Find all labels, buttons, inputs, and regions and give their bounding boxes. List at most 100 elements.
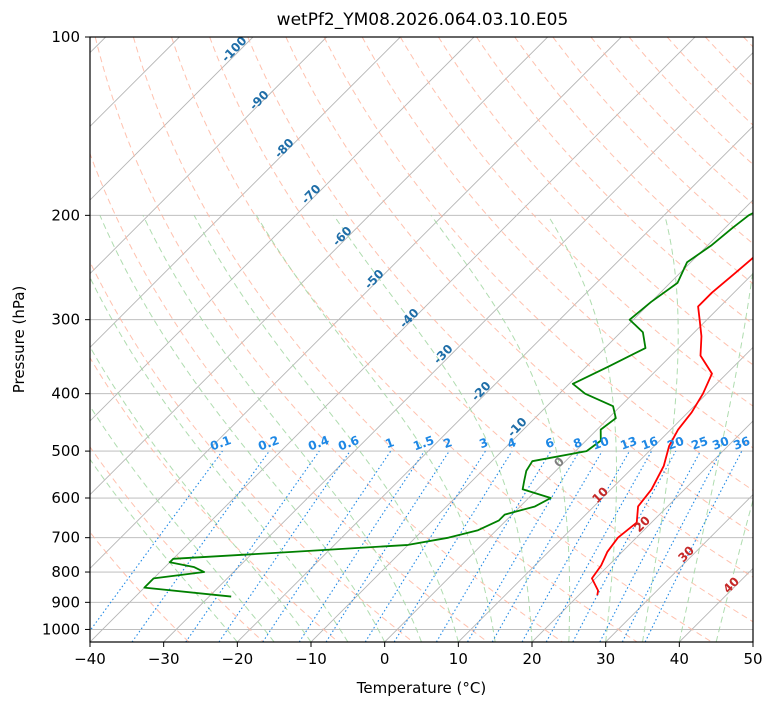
dry-adiabat-line: [132, 37, 638, 642]
isotherm-line: [90, 37, 254, 201]
dry-adiabat-line: [743, 37, 753, 48]
x-axis-label: Temperature (°C): [356, 679, 486, 697]
mixing-ratio-line: [298, 450, 425, 642]
dry-adiabat-line: [399, 37, 753, 407]
mixing-ratio-label: 16: [639, 434, 659, 453]
dry-adiabat-line: [90, 446, 264, 642]
x-tick-label: −30: [148, 650, 180, 668]
y-axis-label: Pressure (hPa): [10, 286, 28, 394]
dry-adiabat-label: -30: [431, 342, 456, 367]
mixing-ratio-line: [572, 450, 677, 642]
dry-adiabat-line: [552, 37, 753, 245]
moist-adiabat-line: [430, 215, 571, 642]
mixing-ratio-label: 0.1: [208, 433, 233, 453]
moist-adiabat-line: [193, 215, 459, 642]
moist-adiabat-line: [547, 215, 618, 642]
mixing-ratio-line: [131, 450, 270, 642]
mixing-ratio-line: [393, 450, 513, 642]
y-tick-label: 300: [51, 311, 80, 329]
dry-adiabat-line: [90, 260, 414, 642]
isotherm-line: [384, 273, 753, 642]
y-tick-label: 200: [51, 206, 80, 224]
dry-adiabat-label: -90: [247, 88, 272, 113]
chart-title: wetPf2_YM08.2026.064.03.10.E05: [276, 10, 569, 30]
temperature-profile-line: [591, 256, 753, 596]
isotherm-line: [90, 37, 327, 275]
dry-adiabat-line: [209, 37, 753, 623]
x-tick-label: −20: [222, 650, 254, 668]
dewpoint-profile-line: [143, 212, 753, 598]
dry-adiabat-line: [171, 37, 713, 642]
moist-adiabat-line: [90, 405, 275, 642]
isotherm-line: [90, 37, 548, 496]
dry-adiabat-line: [285, 37, 753, 535]
y-tick-label: 900: [51, 593, 80, 611]
isotherm-line: [237, 125, 753, 642]
mixing-ratio-label: 36: [731, 434, 751, 453]
mixing-ratio-line: [218, 450, 351, 642]
x-tick-label: 10: [449, 650, 468, 668]
isotherm-line: [90, 37, 401, 348]
y-tick-label: 600: [51, 489, 80, 507]
y-tick-label: 400: [51, 385, 80, 403]
dry-adiabat-line: [704, 37, 753, 87]
moist-adiabat-line: [90, 345, 312, 642]
x-tick-label: 0: [380, 650, 390, 668]
mixing-ratio-label: 3: [477, 435, 490, 451]
moist-adiabat-line: [142, 215, 422, 642]
mixing-ratio-line: [262, 450, 392, 642]
mixing-ratio-label: 20: [665, 434, 685, 453]
isotherm-line: [752, 641, 753, 642]
dry-adiabat-label: -50: [362, 267, 387, 292]
dry-adiabat-line: [438, 37, 753, 366]
isotherm-line: [605, 494, 753, 642]
mixing-ratio-line: [185, 450, 320, 642]
plot-frame: [89, 36, 754, 643]
mixing-ratio-line: [435, 450, 552, 642]
isotherm-line: [163, 52, 753, 642]
dry-adiabat-line: [361, 37, 753, 449]
dry-adiabat-line: [590, 37, 753, 205]
dry-adiabat-label: -100: [219, 34, 250, 65]
dry-adiabat-line: [94, 37, 563, 642]
x-tick-label: 40: [670, 650, 689, 668]
y-tick-label: 700: [51, 529, 80, 547]
y-tick-label: 800: [51, 563, 80, 581]
isotherm-line: [458, 346, 753, 642]
moist-adiabat-label: 10: [589, 484, 611, 506]
mixing-ratio-label: 30: [710, 434, 730, 453]
moist-adiabat-line: [90, 458, 238, 642]
y-tick-label: 1000: [42, 620, 80, 638]
mixing-ratio-label: 0.2: [256, 433, 281, 453]
x-tick-label: 30: [596, 650, 615, 668]
dry-adiabat-label: -70: [299, 182, 324, 207]
mixing-ratio-label: 10: [590, 434, 610, 453]
x-tick-label: 20: [522, 650, 541, 668]
moist-adiabat-line: [333, 215, 533, 642]
mixing-ratio-line: [467, 450, 580, 642]
mixing-ratio-label: 1: [383, 435, 396, 451]
dry-adiabat-label: -40: [397, 306, 422, 331]
mixing-ratio-line: [521, 450, 630, 642]
moist-adiabat-line: [99, 215, 386, 642]
moist-adiabat-label: 40: [720, 574, 742, 596]
x-tick-label: 50: [743, 650, 762, 668]
x-tick-label: −40: [74, 650, 106, 668]
moist-adiabat-label: 0: [551, 454, 567, 470]
dry-adiabat-label: -80: [272, 136, 297, 161]
moist-adiabat-line: [642, 215, 679, 642]
dry-adiabat-line: [90, 152, 488, 642]
mixing-ratio-label: 0.6: [336, 433, 361, 453]
dry-adiabat-label: -20: [469, 379, 494, 404]
isotherm-line: [531, 420, 753, 642]
y-tick-label: 500: [51, 442, 80, 460]
isotherm-line: [90, 37, 696, 642]
mixing-ratio-line: [545, 450, 653, 642]
plot-area: [90, 37, 753, 642]
isotherm-line: [90, 37, 475, 422]
dry-adiabat-line: [90, 356, 339, 642]
mixing-ratio-label: 13: [618, 434, 638, 453]
dry-adiabat-line: [247, 37, 753, 578]
x-tick-label: −10: [295, 650, 327, 668]
